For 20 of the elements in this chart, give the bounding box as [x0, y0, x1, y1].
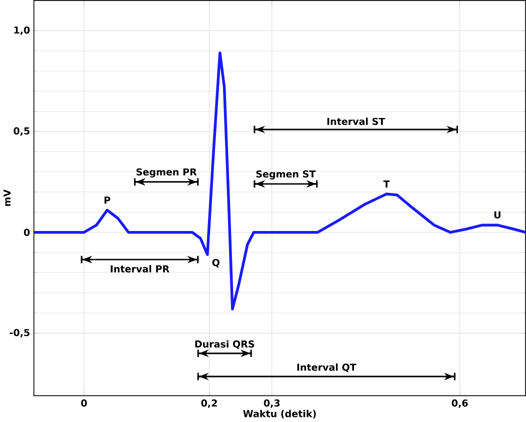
- y-axis-title: mV: [4, 190, 10, 206]
- series-label: Segmen ST: [256, 170, 316, 180]
- x-tick-label: 0: [81, 399, 87, 407]
- annotation: T: [383, 180, 390, 188]
- x-tick-label: 0,2: [201, 399, 217, 408]
- x-tick-label: 0,3: [264, 399, 280, 408]
- annotation: Q: [212, 259, 220, 268]
- annotation: U: [494, 211, 500, 219]
- series-label: Segmen PR: [136, 168, 197, 178]
- series-label: Interval PR: [110, 265, 170, 273]
- x-tick-label: 0,6: [452, 399, 468, 408]
- y-tick-label: 0: [24, 228, 30, 236]
- series-label: Durasi QRS: [195, 340, 254, 349]
- y-tick-label: 0,5: [14, 127, 30, 136]
- y-tick-label: 1,0: [14, 26, 30, 35]
- series-label: Interval ST: [327, 118, 386, 126]
- annotation: P: [104, 196, 110, 204]
- series-label: Interval QT: [297, 364, 356, 372]
- y-tick-label: -0,5: [10, 329, 30, 338]
- x-axis-title: Waktu (detik): [243, 410, 316, 418]
